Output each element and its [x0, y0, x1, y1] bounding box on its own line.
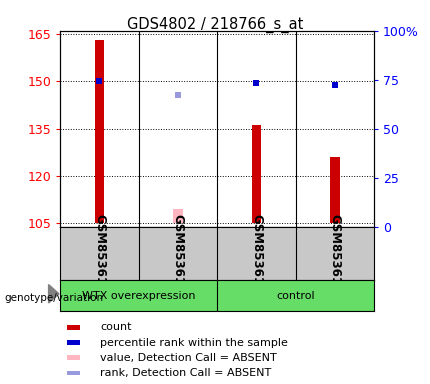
Text: WTX overexpression: WTX overexpression	[82, 291, 195, 301]
Polygon shape	[49, 285, 59, 303]
FancyBboxPatch shape	[68, 325, 80, 329]
Text: GSM853612: GSM853612	[250, 214, 263, 293]
Text: GSM853613: GSM853613	[172, 214, 184, 293]
Bar	[173, 209, 183, 223]
Bar	[95, 40, 104, 223]
Text: percentile rank within the sample: percentile rank within the sample	[100, 338, 288, 348]
Text: value, Detection Call = ABSENT: value, Detection Call = ABSENT	[100, 353, 276, 363]
Bar	[252, 126, 261, 223]
FancyBboxPatch shape	[68, 371, 80, 375]
Text: count: count	[100, 322, 132, 332]
Text: rank, Detection Call = ABSENT: rank, Detection Call = ABSENT	[100, 368, 271, 378]
Text: genotype/variation: genotype/variation	[4, 293, 104, 303]
FancyBboxPatch shape	[68, 356, 80, 360]
Bar	[330, 157, 340, 223]
Text: control: control	[276, 291, 315, 301]
Text: GSM853611: GSM853611	[93, 214, 106, 293]
FancyBboxPatch shape	[68, 340, 80, 345]
Text: GSM853614: GSM853614	[329, 214, 341, 293]
Text: GDS4802 / 218766_s_at: GDS4802 / 218766_s_at	[127, 17, 303, 33]
